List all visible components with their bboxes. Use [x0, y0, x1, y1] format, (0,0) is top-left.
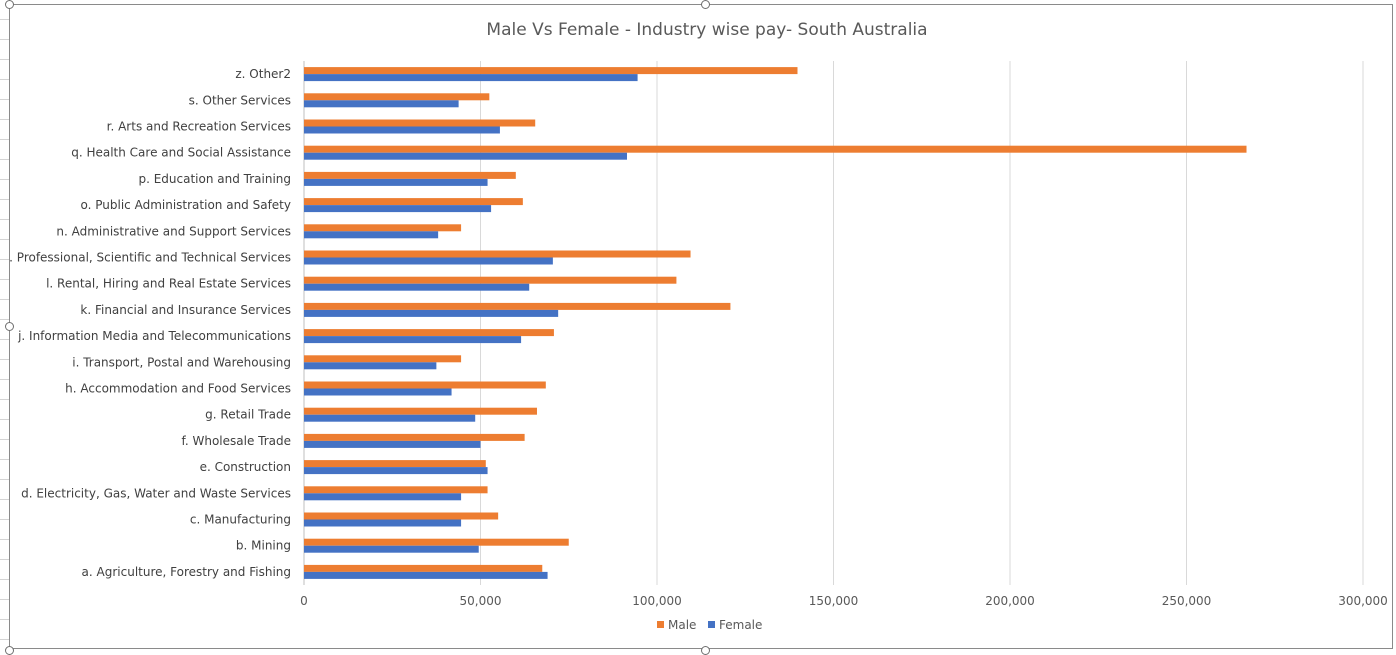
bar-female[interactable] — [304, 205, 492, 213]
bar-male[interactable] — [304, 171, 516, 179]
category-label: a. Agriculture, Forestry and Fishing — [82, 565, 291, 579]
bar-female[interactable] — [304, 519, 462, 527]
category-label: d. Electricity, Gas, Water and Waste Ser… — [21, 486, 291, 500]
category-label: l. Rental, Hiring and Real Estate Servic… — [46, 277, 291, 291]
category-label: n. Administrative and Support Services — [56, 224, 291, 238]
legend-swatch — [657, 621, 664, 628]
bar-male[interactable] — [304, 433, 525, 441]
bar-female[interactable] — [304, 414, 476, 422]
bar-female[interactable] — [304, 309, 559, 317]
bar-male[interactable] — [304, 198, 523, 206]
bar-male[interactable] — [304, 302, 731, 310]
category-axis: a. Agriculture, Forestry and Fishing b. M… — [10, 67, 291, 579]
category-label: r. Arts and Recreation Services — [107, 120, 291, 134]
value-axis: 0 50,000 100,000 150,000 200,000 250,000 300,0… — [300, 594, 1388, 608]
bar-female[interactable] — [304, 152, 627, 160]
resize-handle-bottom-center[interactable] — [701, 646, 710, 655]
bars — [304, 67, 1247, 579]
x-tick-label: 250,000 — [1162, 594, 1212, 608]
resize-handle-bottom-left[interactable] — [5, 646, 14, 655]
bar-female[interactable] — [304, 545, 479, 553]
category-label: h. Accommodation and Food Services — [65, 382, 291, 396]
bar-male[interactable] — [304, 276, 677, 284]
category-label: s. Other Services — [189, 93, 291, 107]
bar-female[interactable] — [304, 257, 553, 265]
x-tick-label: 0 — [300, 594, 308, 608]
bar-female[interactable] — [304, 231, 439, 239]
bar-male[interactable] — [304, 564, 543, 572]
legend-entry-female[interactable]: Female — [708, 618, 762, 632]
bar-male[interactable] — [304, 145, 1247, 153]
resize-handle-middle-left[interactable] — [5, 322, 14, 331]
category-label: q. Health Care and Social Assistance — [71, 146, 291, 160]
bar-female[interactable] — [304, 467, 488, 475]
bar-male[interactable] — [304, 486, 488, 494]
bar-female[interactable] — [304, 126, 500, 134]
resize-handle-top-center[interactable] — [701, 0, 710, 9]
category-label: i. Transport, Postal and Warehousing — [72, 355, 291, 369]
bar-male[interactable] — [304, 67, 798, 75]
bar-male[interactable] — [304, 460, 486, 468]
bar-male[interactable] — [304, 119, 536, 127]
bar-female[interactable] — [304, 440, 481, 448]
bar-male[interactable] — [304, 381, 546, 389]
bar-female[interactable] — [304, 493, 462, 501]
legend-label: Female — [719, 618, 762, 632]
gridlines — [303, 61, 1364, 585]
bar-male[interactable] — [304, 329, 554, 337]
bar-female[interactable] — [304, 283, 530, 291]
bar-male[interactable] — [304, 250, 691, 258]
bar-male[interactable] — [304, 355, 462, 363]
bar-male[interactable] — [304, 512, 499, 520]
legend-swatch — [708, 621, 715, 628]
x-tick-label: 50,000 — [460, 594, 502, 608]
category-label: b. Mining — [236, 539, 291, 553]
category-label: o. Public Administration and Safety — [81, 198, 292, 212]
legend-label: Male — [668, 618, 696, 632]
category-label: m. Professional, Scientific and Technica… — [10, 251, 291, 265]
legend[interactable]: Male Female — [657, 618, 762, 632]
bar-female[interactable] — [304, 571, 548, 579]
category-label: j. Information Media and Telecommunicati… — [17, 329, 291, 343]
category-label: e. Construction — [200, 460, 291, 474]
bar-male[interactable] — [304, 93, 490, 101]
bar-female[interactable] — [304, 100, 459, 108]
chart-object[interactable]: Male Vs Female - Industry wise pay- Sout… — [9, 4, 1393, 649]
category-label: k. Financial and Insurance Services — [80, 303, 291, 317]
category-label: f. Wholesale Trade — [182, 434, 292, 448]
x-tick-label: 200,000 — [985, 594, 1035, 608]
x-tick-label: 300,000 — [1338, 594, 1388, 608]
bar-female[interactable] — [304, 336, 522, 344]
category-label: p. Education and Training — [138, 172, 291, 186]
legend-entry-male[interactable]: Male — [657, 618, 696, 632]
resize-handle-top-left[interactable] — [5, 0, 14, 9]
bar-male[interactable] — [304, 538, 569, 546]
x-tick-label: 100,000 — [632, 594, 682, 608]
category-label: z. Other2 — [235, 67, 291, 81]
bar-male[interactable] — [304, 407, 537, 415]
category-label: g. Retail Trade — [205, 408, 291, 422]
bar-female[interactable] — [304, 178, 488, 186]
bar-female[interactable] — [304, 74, 638, 82]
bar-female[interactable] — [304, 362, 437, 370]
x-tick-label: 150,000 — [809, 594, 859, 608]
bar-chart: Male Vs Female - Industry wise pay- Sout… — [10, 20, 1388, 632]
category-label: c. Manufacturing — [190, 513, 291, 527]
chart-title: Male Vs Female - Industry wise pay- Sout… — [486, 20, 927, 40]
bar-female[interactable] — [304, 388, 452, 396]
bar-male[interactable] — [304, 224, 462, 232]
